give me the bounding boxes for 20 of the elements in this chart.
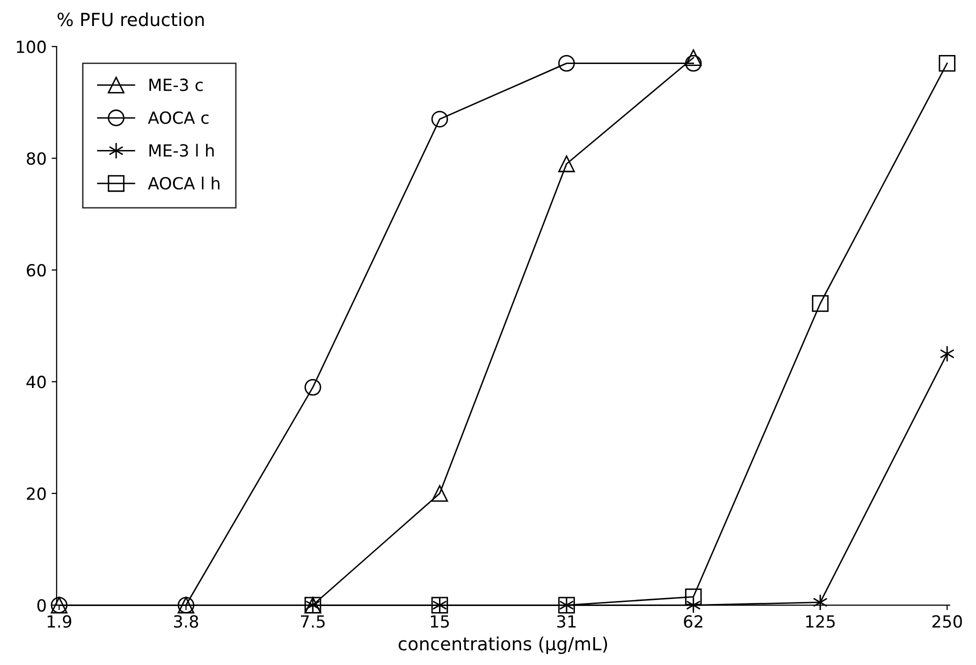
x-tick-label: 125 xyxy=(806,615,835,628)
legend-label: AOCA l h xyxy=(148,176,220,190)
x-tick-label: 62 xyxy=(684,615,702,628)
y-tick-label: 80 xyxy=(26,152,46,165)
x-axis-title: concentrations (µg/mL) xyxy=(398,636,608,654)
x-tick-label: 31 xyxy=(557,615,576,628)
x-tick-label: 250 xyxy=(932,615,962,628)
legend-label: ME-3 l h xyxy=(149,144,214,157)
y-axis-title: % PFU reduction xyxy=(58,12,204,26)
y-tick-label: 40 xyxy=(26,376,46,388)
x-tick-label: 3.8 xyxy=(174,615,198,628)
x-tick-label: 1.9 xyxy=(48,615,72,628)
y-tick-label: 20 xyxy=(26,487,46,500)
y-tick-label: 60 xyxy=(26,264,46,277)
legend-label: AOCA c xyxy=(148,111,208,124)
y-tick-label: 0 xyxy=(37,599,46,612)
y-tick-label: 100 xyxy=(16,40,46,54)
legend-label: ME-3 c xyxy=(149,78,203,92)
x-tick-label: 15 xyxy=(430,615,449,628)
x-tick-label: 7.5 xyxy=(300,615,325,628)
